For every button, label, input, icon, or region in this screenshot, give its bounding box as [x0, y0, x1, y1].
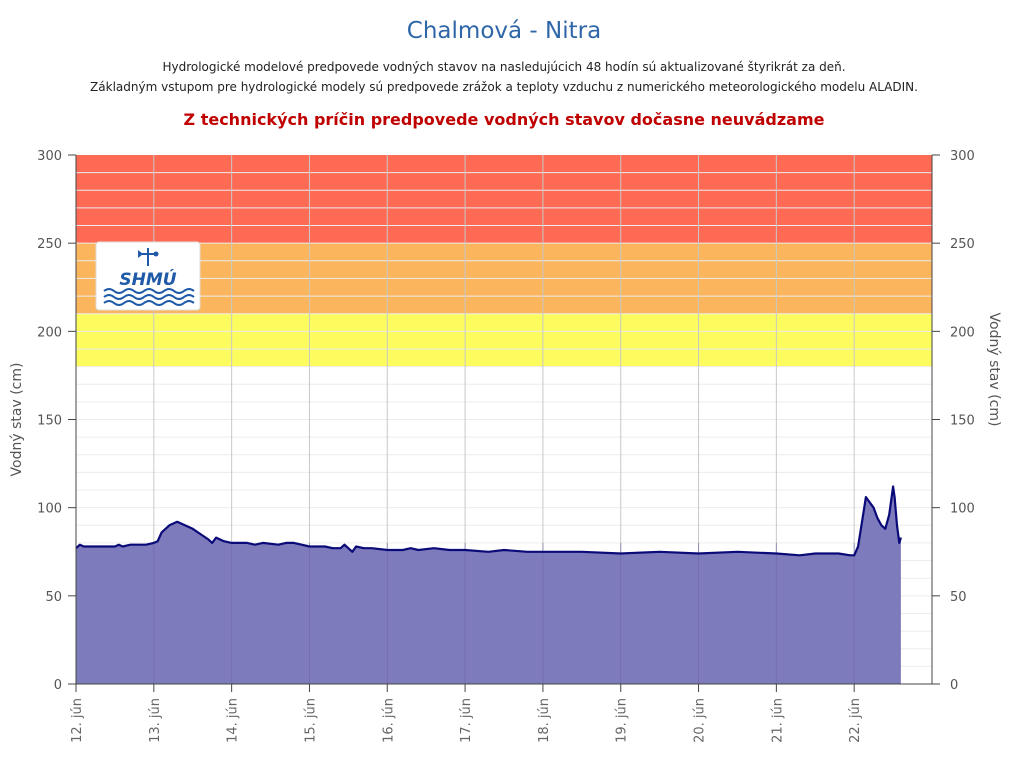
y-tick-label-right: 150: [950, 414, 975, 429]
x-tick-label: 16. jún: [381, 698, 396, 743]
chart-title: Chalmová - Nitra: [406, 18, 602, 44]
y-tick-label-right: 300: [950, 149, 975, 164]
series-area: [76, 486, 901, 684]
x-tick-label: 17. jún: [459, 698, 474, 743]
threshold-band-yellow: [76, 313, 932, 367]
y-tick-label-left: 0: [54, 678, 62, 693]
x-tick-label: 14. jún: [226, 698, 241, 743]
series-layer: [75, 485, 902, 684]
shmu-logo: SHMÚ: [95, 241, 201, 311]
y-tick-label-right: 50: [950, 590, 967, 605]
y-tick-label-right: 250: [950, 237, 975, 252]
y-axis-title-right: Vodný stav (cm): [986, 313, 1002, 427]
x-tick-label: 19. jún: [615, 698, 630, 743]
x-tick-label: 13. jún: [148, 698, 163, 743]
y-tick-label-left: 200: [37, 325, 62, 340]
y-tick-label-left: 250: [37, 237, 62, 252]
x-tick-label: 20. jún: [693, 698, 708, 743]
wave-icon: [103, 288, 195, 306]
chart-subtitle-line-2: Základným vstupom pre hydrologické model…: [90, 80, 918, 94]
x-tick-label: 22. jún: [848, 698, 863, 743]
series-line: [75, 485, 902, 557]
y-tick-label-left: 50: [45, 590, 62, 605]
x-tick-label: 21. jún: [770, 698, 785, 743]
y-tick-label-right: 200: [950, 325, 975, 340]
y-tick-label-right: 100: [950, 502, 975, 517]
y-tick-label-left: 150: [37, 414, 62, 429]
x-tick-label: 15. jún: [303, 698, 318, 743]
axes-layer: 0 0 50 50 100 100 150 150 200 200 250 250 300 300 12. …: [9, 149, 1002, 743]
y-tick-label-right: 0: [950, 678, 958, 693]
x-tick-label: 12. jún: [70, 698, 85, 743]
y-tick-label-left: 100: [37, 502, 62, 517]
threshold-band-red: [76, 155, 932, 244]
y-axis-title-left: Vodný stav (cm): [9, 363, 25, 477]
x-tick-label: 18. jún: [537, 698, 552, 743]
logo-text: SHMÚ: [119, 268, 176, 290]
y-tick-label-left: 300: [37, 149, 62, 164]
weather-vane-icon: [138, 248, 159, 266]
warning-message: Z technických príčin predpovede vodných …: [183, 110, 825, 129]
chart-subtitle-line-1: Hydrologické modelové predpovede vodných…: [162, 60, 846, 74]
